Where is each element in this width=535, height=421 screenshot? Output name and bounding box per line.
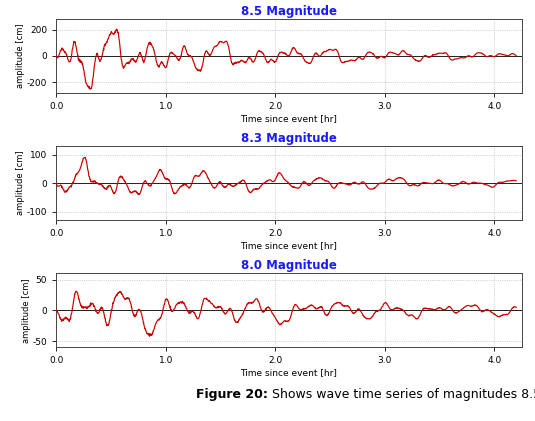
X-axis label: Time since event [hr]: Time since event [hr] xyxy=(240,241,338,250)
Y-axis label: amplitude [cm]: amplitude [cm] xyxy=(16,151,25,216)
Y-axis label: amplitude [cm]: amplitude [cm] xyxy=(17,24,25,88)
X-axis label: Time since event [hr]: Time since event [hr] xyxy=(240,368,338,377)
Text: Shows wave time series of magnitudes 8.5, 8.3 and 8.0.: Shows wave time series of magnitudes 8.5… xyxy=(268,389,535,401)
Title: 8.5 Magnitude: 8.5 Magnitude xyxy=(241,5,337,18)
Y-axis label: amplitude [cm]: amplitude [cm] xyxy=(22,278,31,343)
Title: 8.0 Magnitude: 8.0 Magnitude xyxy=(241,259,337,272)
Title: 8.3 Magnitude: 8.3 Magnitude xyxy=(241,132,337,145)
Text: Figure 20:: Figure 20: xyxy=(196,389,268,401)
X-axis label: Time since event [hr]: Time since event [hr] xyxy=(240,114,338,123)
